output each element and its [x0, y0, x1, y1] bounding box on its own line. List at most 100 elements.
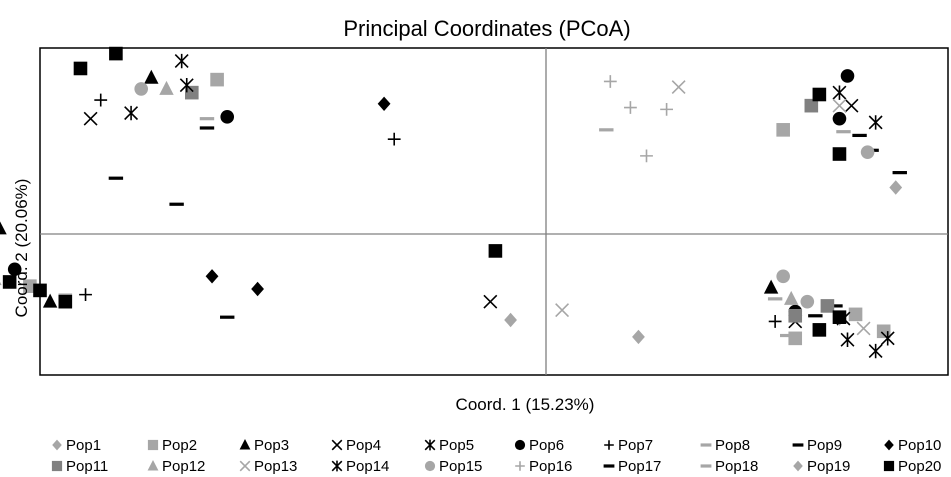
- legend-item-pop6: Pop6: [514, 437, 564, 454]
- point-pop14-1: [868, 115, 883, 130]
- point-pop15-3: [860, 145, 875, 159]
- legend-label-pop7: Pop7: [618, 437, 653, 454]
- legend-marker-pop3: [239, 439, 251, 450]
- legend-item-pop7: Pop7: [604, 437, 653, 454]
- point-pop16-0: [603, 75, 617, 88]
- legend-marker-pop20: [883, 460, 895, 472]
- point-pop17-1: [220, 315, 235, 319]
- point-pop17-2: [852, 133, 867, 138]
- point-pop6-3: [832, 111, 847, 126]
- point-pop15-0: [134, 82, 148, 96]
- legend-item-pop18: Pop18: [700, 458, 758, 475]
- point-pop10-2: [251, 281, 264, 297]
- legend-label-pop16: Pop16: [529, 458, 572, 475]
- legend-label-pop18: Pop18: [715, 458, 758, 475]
- point-pop3-0: [0, 221, 7, 235]
- point-pop16-1: [624, 101, 637, 114]
- chart-title: Principal Coordinates (PCoA): [343, 16, 630, 41]
- point-pop6-4: [7, 262, 22, 277]
- legend-label-pop3: Pop3: [254, 437, 289, 454]
- point-pop7-3: [768, 315, 782, 328]
- series-pop16: [603, 75, 673, 163]
- point-pop7-0: [94, 93, 108, 107]
- legend-label-pop8: Pop8: [715, 437, 750, 454]
- point-pop16-2: [660, 102, 673, 116]
- point-pop11-3: [820, 299, 835, 313]
- legend-item-pop12: Pop12: [147, 458, 205, 475]
- legend-label-pop4: Pop4: [346, 437, 381, 454]
- point-pop15-1: [776, 269, 790, 284]
- point-pop10-1: [205, 269, 219, 284]
- legend-label-pop11: Pop11: [66, 458, 108, 475]
- legend-item-pop1: Pop1: [52, 437, 101, 454]
- point-pop1-0: [504, 312, 517, 328]
- legend-marker-pop17: [603, 464, 615, 468]
- point-pop9-4: [828, 304, 843, 308]
- legend-item-pop9: Pop9: [792, 437, 842, 454]
- legend-item-pop11: Pop11: [51, 458, 108, 475]
- legend-item-pop14: Pop14: [331, 458, 389, 475]
- legend-item-pop4: Pop4: [331, 437, 381, 454]
- series-pop13: [555, 80, 871, 336]
- point-pop17-0: [199, 126, 215, 130]
- legend-marker-pop11: [51, 460, 63, 472]
- data-points: [0, 46, 907, 359]
- point-pop6-1: [840, 69, 855, 83]
- point-pop14-2: [880, 331, 895, 346]
- series-pop12: [0, 80, 799, 305]
- legend-label-pop20: Pop20: [898, 458, 941, 475]
- point-pop8-1: [836, 130, 851, 134]
- legend-marker-pop6: [514, 439, 526, 451]
- legend-marker-pop9: [792, 443, 804, 447]
- series-pop5: [124, 53, 883, 359]
- legend: Pop1 Pop2 Pop3 Pop4 Pop5 Pop6 Pop7 Pop8 Pop9 Pop1…: [51, 437, 941, 475]
- point-pop15-2: [800, 294, 815, 309]
- legend-marker-pop5: [424, 439, 436, 451]
- point-pop11-1: [804, 98, 819, 113]
- point-pop12-0: [159, 80, 174, 95]
- point-pop7-1: [387, 132, 401, 146]
- legend-item-pop2: Pop2: [147, 437, 197, 454]
- point-pop2-5: [788, 331, 803, 346]
- legend-label-pop17: Pop17: [618, 458, 661, 475]
- point-pop9-5: [892, 171, 907, 175]
- series-pop15: [134, 82, 875, 309]
- point-pop20-2: [488, 244, 503, 258]
- point-pop20-6: [2, 275, 17, 289]
- series-pop14: [179, 78, 895, 346]
- series-pop3: [0, 69, 779, 308]
- series-pop1: [504, 312, 645, 345]
- legend-label-pop10: Pop10: [898, 437, 941, 454]
- point-pop4-1: [83, 111, 98, 126]
- point-pop12-1: [784, 290, 799, 305]
- point-pop14-0: [179, 78, 194, 93]
- series-pop20: [2, 46, 847, 337]
- series-pop7: [79, 93, 782, 328]
- point-pop18-1: [780, 333, 795, 338]
- legend-marker-pop18: [700, 464, 712, 468]
- point-pop11-0: [185, 85, 199, 100]
- series-pop11: [185, 85, 835, 323]
- point-pop9-1: [169, 202, 184, 206]
- point-pop20-8: [58, 294, 73, 309]
- series-pop9: [108, 148, 907, 318]
- point-pop20-4: [832, 147, 847, 161]
- legend-label-pop6: Pop6: [529, 437, 564, 454]
- point-pop20-3: [812, 87, 827, 102]
- point-pop3-3: [42, 293, 58, 308]
- point-pop5-1: [124, 105, 139, 121]
- legend-label-pop1: Pop1: [66, 437, 101, 454]
- point-pop7-2: [79, 288, 92, 302]
- legend-label-pop13: Pop13: [254, 458, 297, 475]
- series-pop18: [199, 117, 795, 338]
- legend-marker-pop15: [424, 460, 436, 472]
- series-pop4: [83, 98, 859, 329]
- legend-marker-pop1: [52, 439, 62, 451]
- point-pop20-1: [73, 61, 88, 76]
- series-pop8: [599, 128, 851, 301]
- legend-item-pop8: Pop8: [700, 437, 750, 454]
- legend-label-pop2: Pop2: [162, 437, 197, 454]
- legend-label-pop5: Pop5: [439, 437, 474, 454]
- legend-marker-pop4: [331, 439, 343, 451]
